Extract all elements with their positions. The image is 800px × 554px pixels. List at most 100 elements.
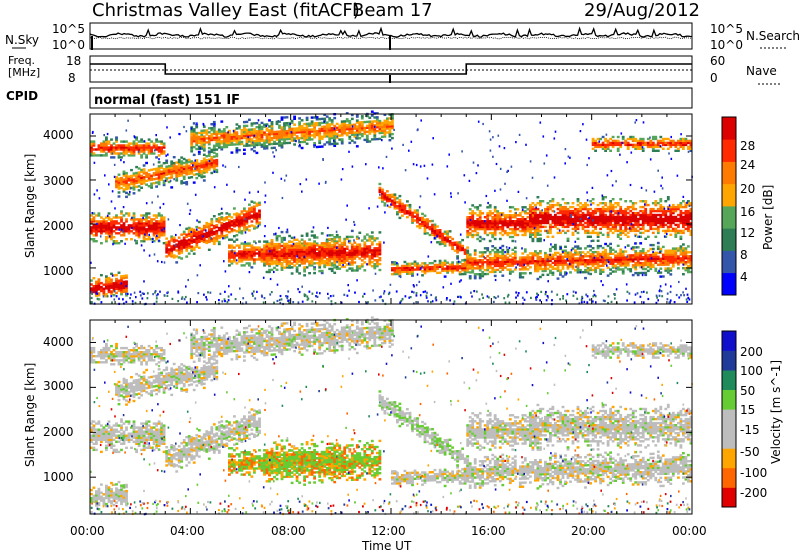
power-cell bbox=[621, 213, 625, 217]
power-cell bbox=[521, 264, 525, 267]
power-cell bbox=[258, 201, 261, 204]
power-cell bbox=[634, 217, 638, 221]
power-cell bbox=[426, 268, 429, 271]
power-cell bbox=[689, 203, 693, 207]
power-cell bbox=[591, 147, 595, 150]
freq-panel bbox=[89, 55, 693, 83]
power-cell bbox=[544, 257, 547, 261]
power-cell bbox=[268, 268, 271, 272]
power-cell bbox=[523, 258, 527, 261]
power-cell bbox=[431, 227, 434, 231]
power-cell bbox=[651, 255, 655, 259]
power-cell bbox=[260, 145, 264, 148]
power-cell bbox=[687, 141, 690, 145]
power-cell bbox=[606, 223, 610, 227]
power-cell bbox=[626, 219, 630, 223]
power-cell bbox=[225, 141, 229, 145]
power-cell bbox=[639, 271, 643, 275]
power-cell bbox=[200, 233, 204, 237]
power-cell bbox=[661, 259, 665, 262]
power-cell bbox=[631, 217, 635, 221]
power-cell bbox=[541, 211, 545, 215]
power-cell bbox=[684, 267, 688, 270]
power-cell bbox=[616, 262, 620, 265]
power-cell bbox=[521, 222, 525, 225]
power-cell bbox=[225, 126, 229, 129]
power-cell bbox=[508, 222, 512, 225]
power-cell bbox=[365, 251, 369, 254]
power-cell bbox=[222, 145, 226, 149]
power-cell bbox=[539, 211, 542, 215]
power-cell bbox=[689, 207, 693, 211]
power-cell bbox=[233, 256, 236, 259]
power-cell bbox=[661, 263, 665, 266]
power-cell bbox=[659, 207, 663, 211]
power-cell bbox=[293, 246, 296, 249]
power-cell bbox=[536, 263, 540, 267]
power-cell bbox=[110, 224, 113, 227]
power-cell bbox=[233, 260, 236, 263]
power-cell bbox=[398, 270, 402, 274]
power-cell bbox=[318, 269, 322, 273]
power-cell bbox=[258, 209, 261, 212]
power-cell bbox=[621, 272, 625, 275]
power-cell bbox=[498, 227, 502, 231]
power-cell bbox=[396, 213, 399, 216]
power-cell bbox=[230, 222, 234, 225]
power-cell bbox=[571, 217, 575, 221]
power-cell bbox=[107, 142, 111, 145]
power-cell bbox=[165, 165, 169, 168]
power-cell bbox=[671, 247, 675, 250]
power-cell bbox=[220, 224, 224, 227]
power-cell bbox=[599, 137, 602, 141]
power-cell bbox=[212, 146, 216, 149]
power-cell bbox=[621, 250, 625, 253]
power-cell bbox=[594, 266, 597, 270]
power-cell bbox=[591, 211, 595, 215]
power-cell bbox=[260, 252, 264, 255]
power-cell bbox=[599, 223, 602, 227]
power-cell bbox=[659, 213, 663, 217]
power-cell bbox=[576, 263, 580, 266]
power-cell bbox=[265, 256, 269, 260]
power-cell bbox=[190, 249, 194, 252]
power-cell bbox=[110, 278, 113, 281]
power-cell bbox=[677, 249, 680, 252]
power-cell bbox=[631, 205, 635, 209]
power-cell bbox=[243, 227, 246, 230]
power-cell bbox=[631, 203, 635, 207]
power-cell bbox=[210, 239, 214, 243]
power-cell bbox=[225, 218, 229, 221]
power-cell bbox=[546, 202, 550, 205]
power-cell bbox=[260, 133, 264, 136]
power-cell bbox=[280, 262, 284, 265]
power-cell bbox=[498, 222, 502, 225]
power-cell bbox=[576, 209, 580, 213]
power-cell bbox=[526, 260, 530, 263]
power-cell bbox=[260, 143, 264, 146]
power-cell bbox=[556, 261, 560, 264]
power-cell bbox=[398, 208, 402, 212]
power-cell bbox=[360, 247, 364, 250]
power-cell bbox=[253, 217, 256, 220]
power-cell bbox=[453, 241, 457, 244]
power-cell bbox=[508, 270, 512, 273]
power-cell bbox=[674, 145, 678, 149]
power-cell bbox=[217, 242, 221, 246]
power-cell bbox=[90, 226, 93, 229]
power-cell bbox=[140, 154, 143, 157]
power-cell bbox=[145, 173, 148, 176]
power-cell bbox=[616, 149, 620, 152]
power-cell bbox=[586, 203, 590, 207]
power-cell bbox=[192, 128, 196, 131]
power-cell bbox=[631, 143, 635, 147]
power-cell bbox=[501, 264, 505, 267]
power-cell bbox=[501, 254, 505, 258]
power-cell bbox=[328, 244, 332, 247]
power-cell bbox=[576, 227, 580, 231]
power-cell bbox=[534, 235, 537, 238]
power-cell bbox=[273, 136, 276, 140]
power-cell bbox=[679, 141, 683, 145]
power-cell bbox=[523, 206, 527, 209]
power-cell bbox=[438, 229, 442, 232]
